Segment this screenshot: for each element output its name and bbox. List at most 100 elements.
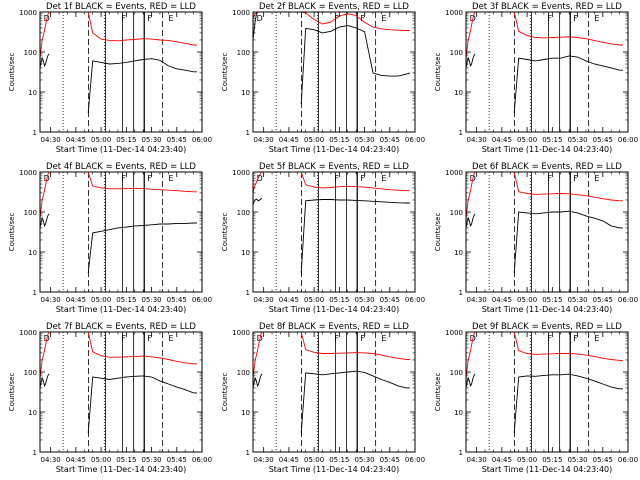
series-lld-line	[252, 331, 263, 379]
x-tick-label: 04:30	[41, 456, 61, 464]
x-tick-label: 04:45	[279, 456, 299, 464]
y-axis-label: Counts/sec	[434, 213, 442, 252]
detector-panel-8: Det 8f BLACK = Events, RED = LLD Counts/s…	[221, 322, 425, 474]
x-axis-label: Start Time (11-Dec-14 04:23:40)	[56, 465, 187, 474]
x-tick-label: 05:45	[167, 296, 187, 304]
x-tick-label: 06:00	[405, 456, 425, 464]
series-lld-line	[87, 331, 197, 365]
detector-panel-2: Det 2f BLACK = Events, RED = LLD Counts/s…	[221, 2, 425, 154]
x-axis-label: Start Time (11-Dec-14 04:23:40)	[482, 465, 613, 474]
x-axis-label: Start Time (11-Dec-14 04:23:40)	[269, 305, 400, 314]
series-events-line	[300, 199, 410, 273]
x-tick-label: 05:15	[116, 296, 136, 304]
series-events-line	[87, 222, 197, 273]
x-tick-label: 04:45	[492, 136, 512, 144]
y-tick-label: 1000	[19, 169, 37, 177]
phase-marker: E	[381, 334, 386, 343]
x-tick-label: 05:15	[116, 456, 136, 464]
y-tick-label: 1000	[19, 329, 37, 337]
y-tick-label: 1	[246, 449, 250, 457]
y-tick-label: 1000	[232, 329, 250, 337]
phase-marker: F	[121, 174, 126, 183]
series-events-line	[252, 197, 263, 206]
plot-frame	[465, 171, 629, 293]
series-lld-line	[465, 171, 476, 219]
detector-panel-4: Det 4f BLACK = Events, RED = LLD Counts/s…	[8, 162, 212, 314]
series-events-line	[513, 55, 623, 113]
x-axis-label: Start Time (11-Dec-14 04:23:40)	[56, 145, 187, 154]
plot-frame	[39, 331, 203, 453]
y-tick-label: 1000	[232, 9, 250, 17]
phase-marker: F	[334, 14, 339, 23]
series-lld-line	[513, 331, 623, 361]
x-tick-label: 05:30	[354, 296, 374, 304]
x-tick-label: 05:15	[329, 456, 349, 464]
detector-panel-3: Det 3f BLACK = Events, RED = LLD Counts/s…	[434, 2, 638, 154]
x-tick-label: 04:45	[492, 456, 512, 464]
x-tick-label: 05:45	[380, 136, 400, 144]
x-tick-label: 05:00	[517, 296, 537, 304]
x-tick-label: 05:45	[380, 456, 400, 464]
y-tick-label: 1	[459, 289, 463, 297]
series-lld-line	[513, 11, 623, 46]
series-lld-line	[301, 11, 410, 31]
x-tick-label: 05:15	[542, 136, 562, 144]
x-tick-label: 05:00	[304, 296, 324, 304]
y-tick-label: 1	[246, 129, 250, 137]
x-tick-label: 05:30	[567, 456, 587, 464]
x-tick-label: 05:45	[593, 136, 613, 144]
x-tick-label: 05:00	[304, 136, 324, 144]
y-axis-label: Counts/sec	[434, 53, 442, 92]
phase-marker: F	[360, 334, 365, 343]
phase-marker: E	[168, 334, 173, 343]
y-tick-label: 100	[24, 369, 37, 377]
y-tick-label: 1000	[19, 9, 37, 17]
phase-marker: F	[121, 334, 126, 343]
y-tick-label: 100	[450, 209, 463, 217]
chart-title: Det 5f BLACK = Events, RED = LLD	[259, 162, 409, 172]
series-lld-line	[300, 171, 410, 192]
series-events-line	[513, 210, 623, 273]
x-tick-label: 06:00	[618, 136, 638, 144]
phase-marker: E	[594, 14, 599, 23]
y-tick-label: 100	[450, 49, 463, 57]
x-tick-label: 05:00	[517, 136, 537, 144]
phase-marker: D	[257, 14, 263, 23]
x-tick-label: 05:45	[167, 456, 187, 464]
detector-panel-9: Det 9f BLACK = Events, RED = LLD Counts/s…	[434, 322, 638, 474]
y-tick-label: 10	[454, 409, 463, 417]
x-tick-label: 06:00	[192, 296, 212, 304]
chart-title: Det 2f BLACK = Events, RED = LLD	[259, 2, 409, 12]
x-tick-label: 04:45	[66, 136, 86, 144]
series-events-line	[300, 25, 411, 105]
detector-panel-6: Det 6f BLACK = Events, RED = LLD Counts/s…	[434, 162, 638, 314]
y-axis-label: Counts/sec	[221, 373, 229, 412]
x-tick-label: 05:30	[354, 136, 374, 144]
plot-frame	[252, 11, 416, 133]
y-axis-label: Counts/sec	[434, 373, 442, 412]
series-events-line	[87, 375, 197, 433]
x-tick-label: 04:45	[66, 456, 86, 464]
y-tick-label: 1	[459, 449, 463, 457]
y-tick-label: 1	[459, 129, 463, 137]
x-tick-label: 06:00	[618, 456, 638, 464]
x-tick-label: 04:30	[254, 296, 274, 304]
y-tick-label: 10	[454, 89, 463, 97]
y-tick-label: 1000	[445, 9, 463, 17]
x-tick-label: 05:15	[116, 136, 136, 144]
chart-title: Det 3f BLACK = Events, RED = LLD	[472, 2, 622, 12]
series-events-line	[300, 370, 410, 433]
x-tick-label: 06:00	[405, 136, 425, 144]
x-axis-label: Start Time (11-Dec-14 04:23:40)	[56, 305, 187, 314]
x-tick-label: 06:00	[192, 136, 212, 144]
x-tick-label: 05:30	[567, 136, 587, 144]
x-tick-label: 05:00	[91, 296, 111, 304]
phase-marker: F	[360, 14, 365, 23]
x-tick-label: 06:00	[618, 296, 638, 304]
x-tick-label: 05:15	[329, 136, 349, 144]
y-axis-label: Counts/sec	[8, 213, 16, 252]
x-tick-label: 05:00	[304, 456, 324, 464]
x-tick-label: 04:45	[492, 296, 512, 304]
detector-panel-1: Det 1f BLACK = Events, RED = LLD Counts/s…	[8, 2, 212, 154]
y-tick-label: 10	[28, 89, 37, 97]
